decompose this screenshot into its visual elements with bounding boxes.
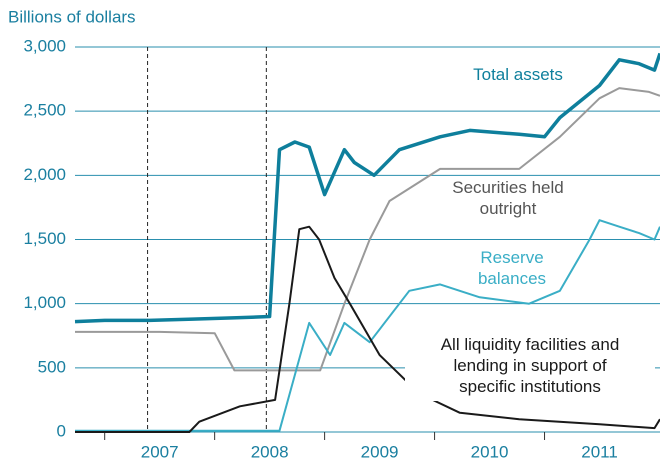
y-tick-label: 1,500 [23,229,66,248]
y-tick-label: 2,000 [23,165,66,184]
y-tick-label: 0 [57,421,66,440]
axis-title: Billions of dollars [8,7,136,26]
label-line: Reserve [480,248,543,267]
x-tick-label: 2008 [251,442,289,461]
y-tick-label: 500 [38,357,66,376]
label-backdrop [405,332,655,401]
series-line [74,52,660,324]
x-tick-label: 2011 [581,442,618,461]
label-line: balances [478,269,546,288]
y-tick-label: 3,000 [23,36,66,55]
series-label: All liquidity facilities and lending in s… [441,335,620,396]
series-line [75,219,660,432]
series-label: Reserve balances [478,248,546,288]
label-line: Total assets [473,65,563,84]
series-label: Securities held outright [452,178,564,218]
label-line: lending in support of [453,356,606,375]
series-label: Total assets [473,65,563,84]
series-line [75,87,660,372]
series-line [75,225,660,433]
label-line: All liquidity facilities and [441,335,620,354]
label-line: outright [480,199,537,218]
x-tick-label: 2007 [141,442,179,461]
y-tick-label: 1,000 [23,293,66,312]
y-tick-label: 2,500 [23,101,66,120]
label-line: specific institutions [459,377,601,396]
label-line: Securities held [452,178,564,197]
x-tick-label: 2009 [361,442,399,461]
x-tick-label: 2010 [471,442,509,461]
